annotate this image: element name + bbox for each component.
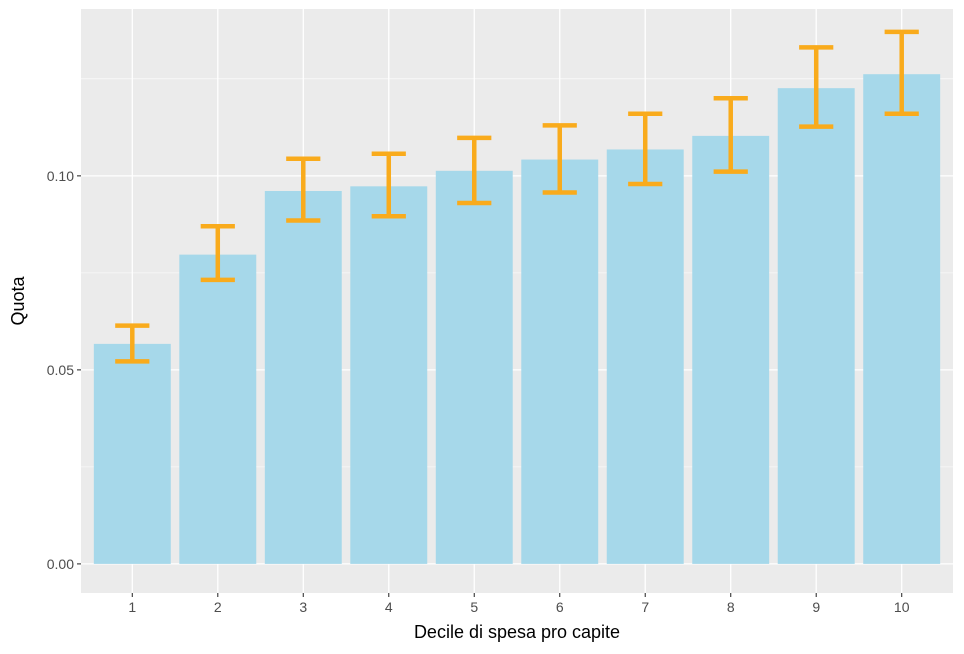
error-bar-decile-10 [884, 29, 919, 117]
x-tick-label: 4 [385, 599, 393, 615]
x-tick-label: 5 [470, 599, 478, 615]
x-tick-label: 9 [812, 599, 820, 615]
error-bar-decile-4 [371, 151, 406, 219]
error-bars [115, 29, 919, 364]
y-tick-label: 0.00 [47, 556, 74, 572]
bar-decile-9 [777, 88, 855, 564]
x-tick-label: 1 [128, 599, 136, 615]
error-bar-decile-8 [713, 95, 748, 174]
error-bar-decile-5 [457, 135, 492, 206]
error-bar-decile-2 [200, 224, 235, 283]
error-bar-decile-9 [799, 45, 834, 129]
x-tick-label: 10 [894, 599, 910, 615]
bar-decile-1 [93, 343, 171, 564]
y-tick-label: 0.05 [47, 362, 74, 378]
bar-decile-6 [521, 159, 599, 564]
error-bar-decile-1 [115, 323, 150, 364]
x-tick-label: 6 [556, 599, 564, 615]
x-tick-label: 8 [727, 599, 735, 615]
x-tick-label: 3 [299, 599, 307, 615]
y-tick-label: 0.10 [47, 168, 74, 184]
y-axis-ticks: 0.00 0.05 0.10 [47, 168, 81, 572]
bar-decile-5 [435, 170, 513, 564]
error-bar-decile-3 [286, 156, 321, 223]
bar-decile-2 [179, 254, 257, 564]
x-tick-label: 2 [214, 599, 222, 615]
error-bar-decile-6 [542, 123, 577, 195]
bars [93, 74, 941, 564]
error-bar-decile-7 [628, 111, 663, 187]
bar-decile-3 [264, 190, 342, 564]
bar-decile-8 [692, 135, 770, 564]
y-axis-title: Quota [8, 276, 28, 326]
bar-decile-4 [350, 186, 428, 564]
bar-decile-10 [863, 74, 941, 564]
x-axis-title: Decile di spesa pro capite [414, 622, 620, 642]
bar-decile-7 [606, 149, 684, 564]
x-tick-label: 7 [641, 599, 649, 615]
x-axis-ticks: 1 2 3 4 5 6 7 8 9 10 [128, 593, 910, 615]
